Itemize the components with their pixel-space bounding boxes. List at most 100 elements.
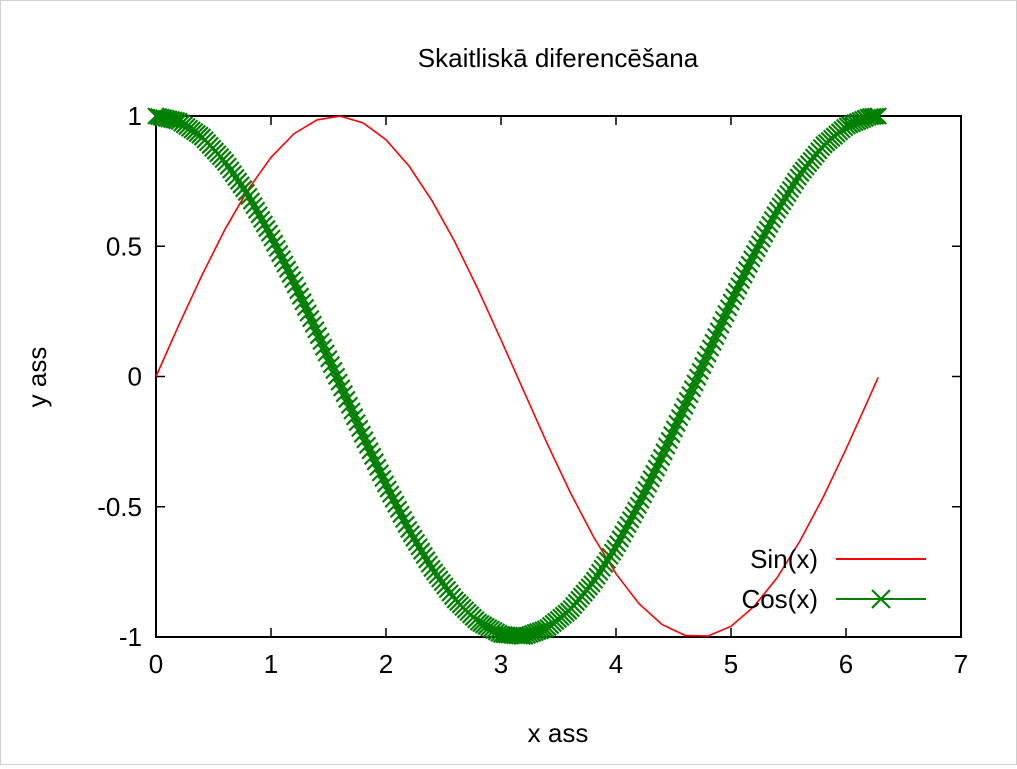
data-point-cos-x: [706, 327, 725, 346]
data-point-cos-x: [663, 425, 681, 444]
data-point-cos-x: [340, 396, 359, 415]
data-point-cos-x: [652, 448, 671, 467]
data-point-cos-x: [369, 458, 387, 477]
data-point-cos-x: [704, 333, 722, 352]
chart-title: Skaitliskā diferencēšana: [418, 43, 699, 73]
data-point-cos-x: [263, 229, 281, 247]
y-tick-label: 0.5: [106, 231, 142, 261]
data-point-cos-x: [276, 255, 294, 273]
x-tick-label: 3: [494, 649, 508, 679]
data-point-cos-x: [281, 265, 299, 284]
data-point-cos-x: [621, 510, 640, 529]
data-point-cos-x: [665, 420, 684, 438]
data-point-cos-x: [381, 485, 400, 503]
data-point-cos-x: [766, 206, 784, 224]
data-point-cos-x: [709, 322, 728, 340]
x-axis-label: x ass: [528, 718, 589, 748]
data-point-cos-x: [353, 425, 372, 443]
data-point-cos-x: [252, 210, 271, 229]
data-point-cos-x: [330, 373, 348, 391]
data-point-cos-x: [322, 355, 341, 374]
legend-label-cos-x: Cos(x): [741, 584, 818, 614]
y-tick-label: 1: [128, 101, 142, 131]
data-point-cos-x: [624, 506, 642, 524]
data-point-cos-x: [338, 390, 356, 409]
series-markers-cos-x: [147, 107, 887, 646]
data-point-cos-x: [608, 534, 627, 553]
y-tick-label: 0: [128, 362, 142, 392]
data-point-cos-x: [740, 255, 759, 274]
data-point-cos-x: [407, 533, 426, 552]
data-point-cos-x: [376, 475, 395, 493]
data-point-cos-x: [719, 299, 738, 317]
data-point-cos-x: [415, 546, 434, 565]
data-point-cos-x: [356, 430, 374, 449]
data-point-cos-x: [699, 345, 717, 363]
data-point-cos-x: [363, 447, 382, 466]
data-point-cos-x: [753, 230, 771, 248]
data-point-cos-x: [614, 525, 632, 543]
data-point-cos-x: [278, 260, 297, 278]
data-point-cos-x: [412, 542, 431, 560]
data-point-cos-x: [745, 244, 764, 263]
x-tick-label: 0: [149, 649, 163, 679]
data-point-cos-x: [366, 453, 385, 471]
data-point-cos-x: [361, 442, 379, 460]
data-point-cos-x: [730, 277, 748, 295]
data-point-cos-x: [758, 220, 777, 239]
data-point-cos-x: [384, 490, 403, 508]
data-point-cos-x: [660, 431, 679, 450]
data-point-cos-x: [379, 480, 397, 498]
data-point-cos-x: [250, 206, 268, 224]
data-point-cos-x: [273, 250, 292, 268]
data-point-cos-x: [245, 196, 263, 215]
data-point-cos-x: [291, 287, 310, 305]
data-point-cos-x: [755, 225, 774, 243]
data-point-cos-x: [629, 496, 648, 515]
data-point-cos-x: [611, 530, 630, 548]
data-point-cos-x: [327, 367, 346, 386]
y-tick-label: -0.5: [97, 492, 142, 522]
legend: Sin(x) Cos(x): [741, 544, 926, 614]
data-point-cos-x: [410, 538, 428, 556]
data-point-cos-x: [606, 539, 624, 558]
data-point-cos-x: [392, 505, 410, 524]
data-point-cos-x: [294, 293, 312, 311]
data-point-cos-x: [345, 408, 364, 426]
legend-marker-cos-x: [871, 589, 891, 609]
y-tick-label: -1: [119, 622, 142, 652]
data-point-cos-x: [691, 362, 710, 381]
data-point-cos-x: [724, 287, 743, 306]
data-point-cos-x: [727, 282, 746, 301]
data-point-cos-x: [696, 350, 715, 369]
data-point-cos-x: [732, 271, 751, 290]
data-point-cos-x: [389, 500, 408, 519]
data-point-cos-x: [394, 510, 413, 529]
data-point-cos-x: [296, 298, 315, 317]
data-point-cos-x: [694, 356, 712, 375]
data-point-cos-x: [283, 270, 302, 289]
data-point-cos-x: [312, 332, 330, 351]
data-point-cos-x: [750, 235, 769, 253]
series-line-sin-x: [155, 115, 879, 637]
x-tick-label: 1: [264, 649, 278, 679]
data-point-cos-x: [866, 107, 885, 125]
data-point-cos-x: [717, 304, 735, 323]
x-tick-label: 7: [954, 649, 968, 679]
data-point-cos-x: [309, 326, 328, 345]
data-point-cos-x: [650, 453, 668, 472]
y-axis-label: y ass: [22, 347, 52, 408]
data-point-cos-x: [247, 201, 266, 219]
data-point-cos-x: [314, 338, 333, 356]
data-point-cos-x: [374, 469, 392, 488]
data-point-cos-x: [735, 266, 753, 284]
data-point-cos-x: [343, 402, 361, 420]
data-point-cos-x: [634, 486, 653, 504]
data-point-cos-x: [317, 344, 336, 362]
data-point-cos-x: [869, 107, 887, 125]
data-point-cos-x: [304, 315, 323, 334]
data-point-cos-x: [678, 391, 697, 410]
data-point-cos-x: [763, 210, 782, 229]
x-tick-label: 6: [839, 649, 853, 679]
